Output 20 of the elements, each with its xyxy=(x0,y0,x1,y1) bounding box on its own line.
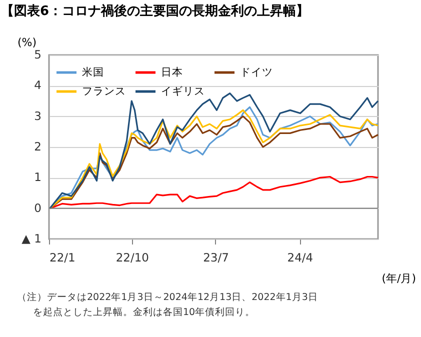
chart-title: 【図表6：コロナ禍後の主要国の長期金利の上昇幅】 xyxy=(1,3,310,19)
legend-label: イギリス xyxy=(161,86,205,98)
y-tick-label: ▲ 1 xyxy=(22,232,42,246)
y-tick-label: 5 xyxy=(34,48,42,62)
legend-label: ドイツ xyxy=(240,66,273,78)
x-tick-label: 24/4 xyxy=(287,250,314,264)
x-axis-title: (年/月) xyxy=(382,272,416,285)
legend-label: 日本 xyxy=(161,66,183,78)
legend-label: 米国 xyxy=(82,66,104,78)
y-tick-label: 1 xyxy=(34,170,42,184)
y-tick-label: 4 xyxy=(34,78,42,92)
y-tick-label: 0 xyxy=(34,200,42,215)
y-tick-label: 3 xyxy=(34,108,42,123)
x-tick-label: 22/1 xyxy=(50,250,76,264)
x-tick-label: 23/7 xyxy=(203,250,229,264)
legend-label: フランス xyxy=(82,86,126,98)
y-axis-title: (%) xyxy=(17,36,37,49)
text: （注）データは2022年1月3日～2024年12月13日、2022年1月3日を起点とした上昇幅。金利は各国10年債利回り。 xyxy=(17,291,318,318)
x-tick-label: 22/10 xyxy=(116,250,150,264)
y-tick-label: 2 xyxy=(34,140,42,154)
